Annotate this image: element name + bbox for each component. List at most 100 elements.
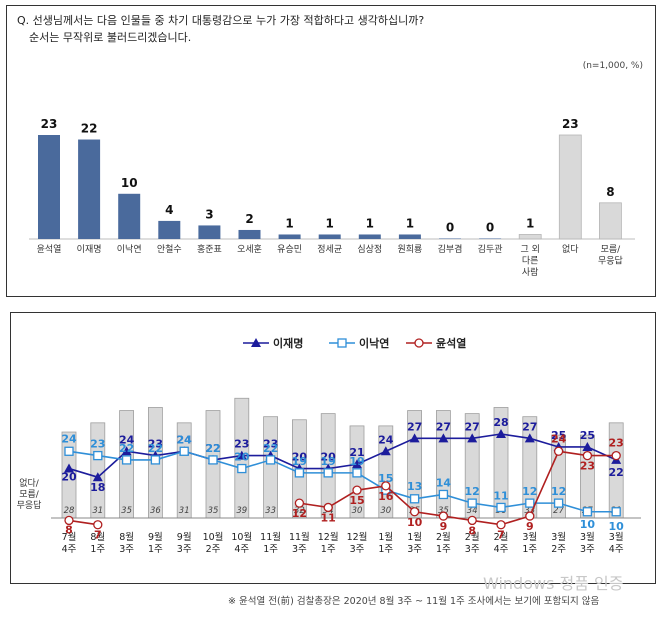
background-bar-label: 35 [438, 506, 449, 516]
point [208, 455, 218, 465]
bar-value-label: 8 [606, 185, 614, 199]
period-label: 4주 [234, 544, 249, 555]
point [582, 507, 593, 517]
bar [398, 234, 421, 239]
category-label: 이낙연 [117, 244, 142, 255]
legend-label: 이낙연 [359, 336, 389, 350]
period-label: 1주 [148, 544, 163, 555]
trend-chart-panel: 2831353631353933323430303535343633272731… [10, 312, 656, 584]
period-label: 3주 [119, 544, 134, 555]
background-bar [263, 416, 279, 519]
background-bar-label: 39 [236, 506, 247, 516]
period-label: 8월 [119, 531, 134, 543]
data-label: 9 [440, 520, 448, 533]
point [380, 446, 391, 456]
data-label: 19 [292, 455, 307, 468]
period-label: 1주 [90, 544, 105, 555]
category-label: 없다 [562, 244, 579, 255]
period-label: 2월 [494, 531, 509, 543]
point [438, 489, 449, 500]
data-label: 24 [177, 433, 193, 446]
period-label: 1월 [378, 531, 393, 543]
background-bar-label: 27 [553, 506, 564, 516]
point [496, 520, 506, 530]
point [438, 511, 449, 521]
bar-value-label: 0 [486, 221, 494, 235]
bar-value-label: 22 [81, 122, 98, 136]
point [524, 433, 535, 443]
data-label: 27 [407, 420, 422, 433]
point [352, 468, 362, 478]
period-label: 3주 [407, 544, 422, 555]
period-label: 2주 [206, 544, 221, 555]
data-label: 20 [234, 451, 250, 464]
point [64, 446, 74, 456]
point [352, 459, 362, 469]
point [467, 433, 478, 443]
data-label: 23 [580, 460, 595, 473]
bar-value-label: 1 [326, 216, 334, 230]
point [381, 481, 391, 491]
point [64, 463, 74, 473]
period-label: 8월 [90, 531, 105, 543]
bar-value-label: 1 [366, 216, 374, 230]
period-label: 3주 [177, 544, 192, 555]
background-bar-label: 34 [467, 506, 478, 516]
data-label: 12 [551, 485, 566, 498]
point [409, 433, 420, 443]
bar-value-label: 1 [526, 216, 534, 230]
bar-value-label: 23 [41, 117, 58, 131]
data-label: 7 [94, 529, 102, 542]
period-label: 11월 [289, 531, 310, 543]
series-line [68, 433, 617, 479]
period-label: 12월 [347, 531, 368, 543]
point [265, 455, 276, 465]
point [294, 468, 305, 478]
data-label: 22 [205, 442, 220, 455]
point [496, 502, 506, 513]
data-label: 22 [119, 442, 134, 455]
point [525, 498, 535, 508]
category-label: 안철수 [157, 244, 182, 255]
point [582, 450, 593, 461]
point [121, 455, 132, 465]
period-label: 7월 [62, 531, 77, 543]
windows-activation-watermark: Windows 정품 인증 [483, 574, 624, 593]
point [294, 498, 305, 508]
data-label: 24 [378, 433, 394, 446]
point [409, 507, 420, 517]
point [93, 520, 103, 530]
data-label: 9 [526, 520, 534, 533]
category-label: 무응답 [598, 255, 623, 267]
category-label: 김부겸 [438, 243, 463, 255]
period-label: 10월 [203, 531, 224, 543]
bar [518, 234, 542, 240]
data-label: 24 [119, 433, 135, 446]
point [409, 494, 420, 504]
data-label: 23 [90, 438, 105, 451]
data-label: 19 [321, 455, 336, 468]
data-label: 22 [609, 466, 624, 479]
data-label: 12 [522, 485, 537, 498]
point [582, 441, 593, 451]
category-label: 오세훈 [237, 243, 262, 255]
data-label: 20 [321, 451, 337, 464]
data-label: 24 [551, 432, 567, 445]
period-label: 10월 [231, 531, 252, 543]
data-label: 10 [609, 520, 625, 533]
data-label: 8 [65, 523, 73, 536]
background-bar-label: 30 [352, 506, 363, 516]
period-label: 4주 [62, 544, 77, 555]
bar-value-label: 1 [285, 216, 293, 230]
background-bar-series-label: 무응답 [17, 499, 42, 511]
bar [198, 225, 221, 239]
data-label: 21 [349, 446, 364, 459]
data-label: 20 [61, 471, 77, 484]
point [64, 515, 74, 526]
data-label: 7 [497, 529, 505, 542]
bar [118, 193, 141, 239]
background-bar-label: 31 [92, 506, 103, 516]
series-line [68, 450, 617, 513]
bar [599, 202, 622, 240]
data-label: 11 [321, 511, 336, 524]
